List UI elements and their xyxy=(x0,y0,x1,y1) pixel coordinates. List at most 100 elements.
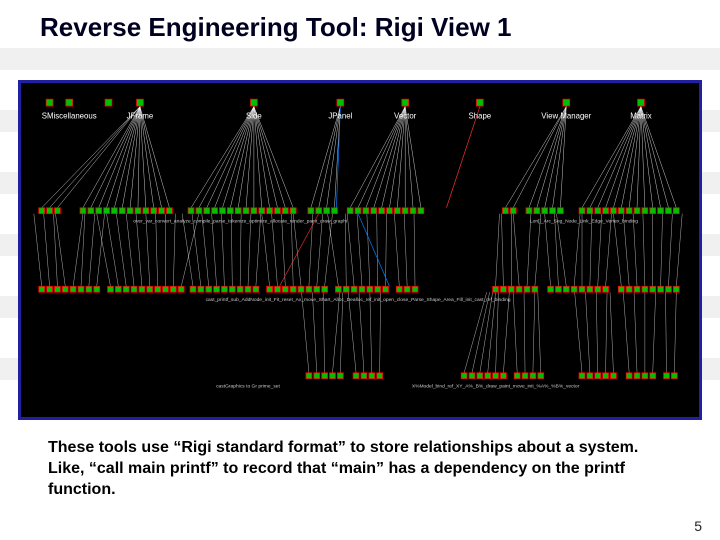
graph-node xyxy=(108,286,114,292)
graph-node xyxy=(666,286,672,292)
graph-node xyxy=(80,208,86,214)
graph-edge xyxy=(116,214,126,287)
graph-node xyxy=(104,208,110,214)
graph-edge xyxy=(668,214,672,287)
graph-edge xyxy=(281,214,285,287)
graph-edge xyxy=(496,214,500,287)
graph-node xyxy=(404,286,410,292)
graph-edge xyxy=(350,107,405,208)
graph-edge xyxy=(140,107,146,208)
graph-node xyxy=(485,373,491,379)
graph-node xyxy=(229,286,235,292)
graph-node xyxy=(530,373,536,379)
graph-edge xyxy=(215,107,254,208)
graph-edge xyxy=(332,292,339,373)
graph-edge xyxy=(405,107,413,208)
graph-node xyxy=(412,286,418,292)
graph-edge xyxy=(503,292,509,373)
graph-node xyxy=(46,99,53,106)
graph-label: SMiscellaneous xyxy=(42,111,97,120)
graph-edge xyxy=(89,214,95,287)
slide-caption: These tools use “Rigi standard format” t… xyxy=(48,438,660,500)
graph-node xyxy=(251,208,257,214)
graph-edge xyxy=(488,292,496,373)
rigi-graph: SMiscellaneousJFrameSideJPanelVectorShap… xyxy=(21,83,699,417)
graph-edge xyxy=(382,107,406,208)
graph-node xyxy=(253,286,259,292)
graph-edge xyxy=(634,292,637,373)
graph-node xyxy=(137,99,144,106)
graph-edge xyxy=(302,292,309,373)
graph-node xyxy=(115,286,121,292)
graph-edge xyxy=(606,292,607,373)
graph-edge xyxy=(661,214,663,287)
graph-edge xyxy=(513,107,566,208)
graph-node xyxy=(563,286,569,292)
graph-node xyxy=(204,208,210,214)
graph-node xyxy=(298,286,304,292)
graph-edge xyxy=(394,214,399,287)
graph-node xyxy=(377,373,383,379)
graph-edge xyxy=(358,214,389,287)
graph-node xyxy=(147,286,153,292)
graph-node xyxy=(548,286,554,292)
graph-edge xyxy=(91,107,140,208)
graph-edge xyxy=(380,292,381,373)
graph-node xyxy=(127,208,133,214)
graph-label: JPanel xyxy=(328,111,352,120)
graph-edge xyxy=(42,107,140,208)
graph-node xyxy=(163,286,169,292)
graph-node xyxy=(493,373,499,379)
graph-label: Shape xyxy=(469,111,492,120)
graph-node xyxy=(626,286,632,292)
graph-edge xyxy=(99,107,140,208)
graph-node xyxy=(135,208,141,214)
graph-node xyxy=(534,208,540,214)
graph-edge xyxy=(262,214,270,287)
graph-edge xyxy=(606,214,612,287)
graph-node xyxy=(387,208,393,214)
graph-edge xyxy=(272,214,278,287)
graph-node xyxy=(526,208,532,214)
graph-edge xyxy=(560,107,566,208)
graph-label: over_var_convert_analyze_compile_parse_t… xyxy=(133,218,347,224)
graph-edge xyxy=(57,107,140,208)
graph-node xyxy=(363,208,369,214)
graph-node xyxy=(220,208,226,214)
graph-node xyxy=(477,373,483,379)
graph-node xyxy=(267,286,273,292)
graph-edge xyxy=(598,107,641,208)
graph-label: JFrame xyxy=(127,111,154,120)
graph-edge xyxy=(222,107,253,208)
graph-edge xyxy=(374,107,405,208)
graph-node xyxy=(618,208,624,214)
graph-edge xyxy=(575,292,582,373)
graph-edge xyxy=(359,292,364,373)
graph-node xyxy=(267,208,273,214)
graph-node xyxy=(650,373,656,379)
graph-node xyxy=(461,373,467,379)
graph-edge xyxy=(533,292,535,373)
graph-edge xyxy=(480,292,493,373)
graph-node xyxy=(375,286,381,292)
graph-edge xyxy=(505,107,566,208)
graph-node xyxy=(330,373,336,379)
graph-edge xyxy=(254,107,293,208)
graph-node xyxy=(603,286,609,292)
graph-edge xyxy=(366,107,405,208)
graph-node xyxy=(54,286,60,292)
graph-node xyxy=(188,208,194,214)
graph-edge xyxy=(405,107,421,208)
graph-node xyxy=(235,208,241,214)
graph-node xyxy=(369,373,375,379)
graph-node xyxy=(383,286,389,292)
graph-edge xyxy=(279,214,318,287)
graph-edge xyxy=(389,107,405,208)
graph-edge xyxy=(527,214,531,287)
graph-edge xyxy=(340,292,342,373)
graph-node xyxy=(70,286,76,292)
graph-node xyxy=(178,286,184,292)
graph-node xyxy=(337,373,343,379)
graph-node xyxy=(626,373,632,379)
graph-label: Vector xyxy=(394,111,417,120)
